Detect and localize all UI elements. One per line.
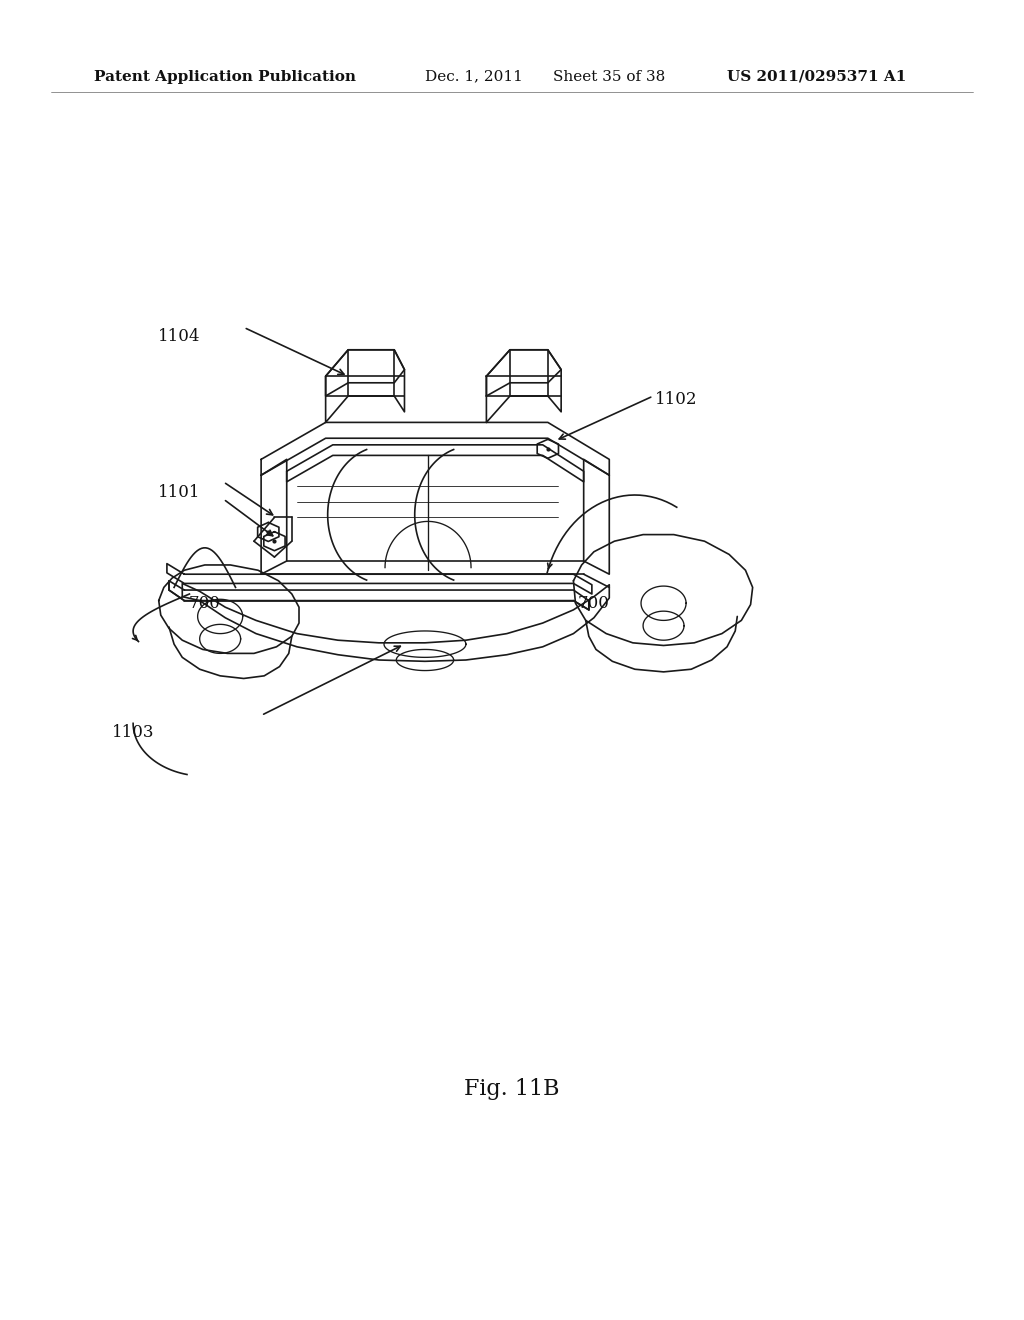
Text: 1103: 1103 <box>112 725 155 741</box>
Text: 700: 700 <box>578 595 610 611</box>
Text: Patent Application Publication: Patent Application Publication <box>94 70 356 83</box>
Text: 1101: 1101 <box>158 484 201 500</box>
Text: 700: 700 <box>188 595 221 611</box>
Text: 1102: 1102 <box>654 392 697 408</box>
Text: Sheet 35 of 38: Sheet 35 of 38 <box>553 70 666 83</box>
Text: Fig. 11B: Fig. 11B <box>464 1078 560 1100</box>
Text: Dec. 1, 2011: Dec. 1, 2011 <box>425 70 523 83</box>
Text: 1104: 1104 <box>158 329 201 345</box>
Text: US 2011/0295371 A1: US 2011/0295371 A1 <box>727 70 906 83</box>
